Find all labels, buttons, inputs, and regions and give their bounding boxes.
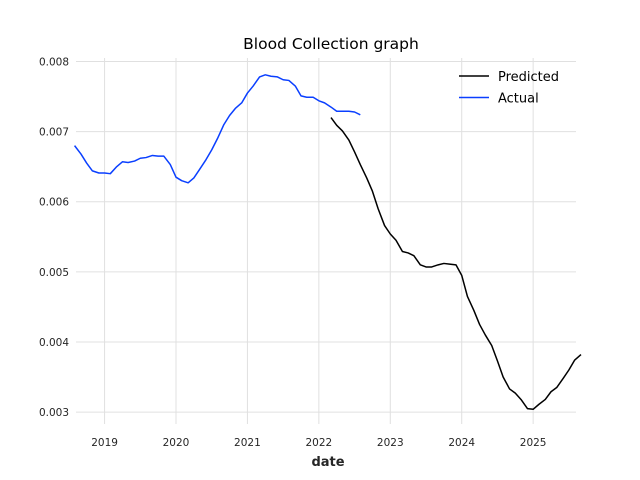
y-tick-label: 0.006: [39, 197, 69, 209]
legend-label-actual: Actual: [498, 92, 539, 107]
y-tick-label: 0.005: [39, 267, 69, 279]
x-tick-label: 2025: [520, 437, 547, 449]
x-axis-ticks: 2019 2020 2021 2022 2023 2024 2025: [91, 437, 546, 449]
x-tick-label: 2022: [305, 437, 332, 449]
grid: [76, 58, 576, 424]
x-tick-label: 2020: [163, 437, 190, 449]
chart-title: Blood Collection graph: [243, 35, 419, 53]
series-line-predicted: [330, 117, 582, 411]
x-tick-label: 2023: [377, 437, 404, 449]
series-line-actual: [73, 74, 361, 184]
series-lines: [73, 74, 582, 411]
legend-label-predicted: Predicted: [498, 70, 559, 85]
legend: Predicted Actual: [459, 70, 559, 107]
x-tick-label: 2019: [91, 437, 118, 449]
y-tick-label: 0.004: [39, 337, 69, 349]
x-axis-label: date: [311, 455, 344, 470]
x-tick-label: 2021: [234, 437, 261, 449]
y-tick-label: 0.003: [39, 407, 69, 419]
y-tick-label: 0.007: [39, 127, 69, 139]
y-tick-label: 0.008: [39, 57, 69, 69]
x-tick-label: 2024: [448, 437, 475, 449]
y-axis-ticks: 0.003 0.004 0.005 0.006 0.007 0.008: [39, 57, 69, 420]
